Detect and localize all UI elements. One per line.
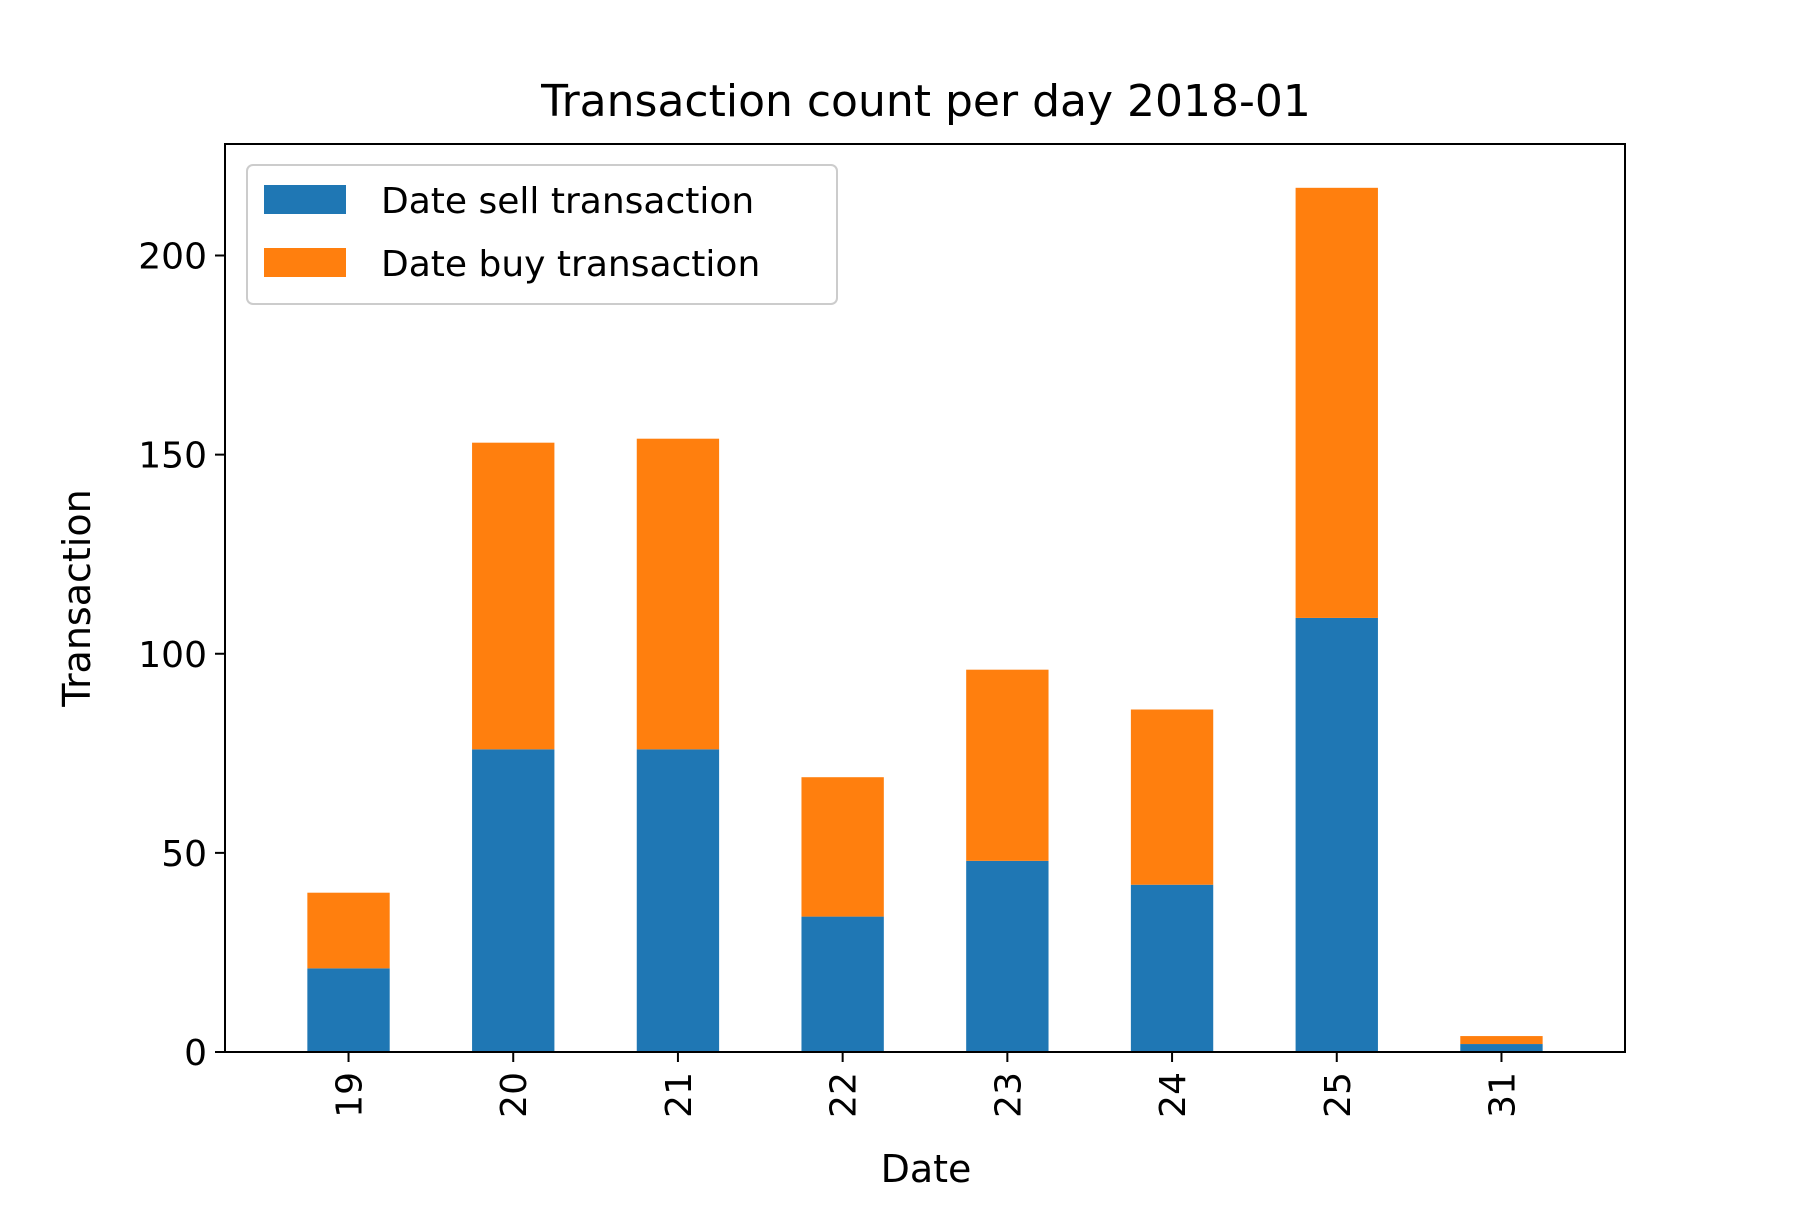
x-axis-ticks: 19 20 21 22 23 24 25 31 bbox=[330, 1052, 1523, 1118]
bars-layer bbox=[307, 187, 1543, 1052]
bar-sell-21 bbox=[636, 749, 720, 1052]
bar-buy-19 bbox=[307, 892, 390, 969]
chart-title: Transaction count per day 2018-01 bbox=[540, 76, 1311, 127]
x-tick-label: 19 bbox=[330, 1072, 371, 1118]
x-tick-label: 21 bbox=[659, 1072, 700, 1118]
bar-sell-25 bbox=[1295, 617, 1378, 1052]
x-tick-label: 24 bbox=[1153, 1072, 1194, 1118]
y-axis-label: Transaction bbox=[55, 489, 99, 707]
x-tick-label: 23 bbox=[988, 1072, 1029, 1118]
legend-label-buy: Date buy transaction bbox=[381, 244, 760, 285]
bar-sell-22 bbox=[801, 916, 884, 1052]
x-tick-label: 25 bbox=[1318, 1072, 1359, 1118]
bar-buy-23 bbox=[966, 669, 1049, 861]
x-tick-label: 22 bbox=[824, 1072, 865, 1118]
legend-swatch-buy bbox=[264, 248, 346, 277]
y-tick-label: 150 bbox=[138, 436, 207, 477]
y-tick-label: 200 bbox=[138, 237, 207, 278]
x-axis-label: Date bbox=[881, 1147, 972, 1191]
bar-buy-21 bbox=[636, 438, 720, 750]
bar-buy-24 bbox=[1130, 709, 1214, 885]
legend-swatch-sell bbox=[264, 185, 346, 214]
bar-buy-20 bbox=[472, 442, 555, 750]
legend-label-sell: Date sell transaction bbox=[381, 181, 754, 222]
y-tick-label: 50 bbox=[161, 834, 207, 875]
bar-sell-31 bbox=[1460, 1044, 1543, 1052]
bar-sell-19 bbox=[307, 968, 390, 1052]
plot-frame bbox=[224, 143, 1626, 1053]
legend: Date sell transaction Date buy transacti… bbox=[246, 164, 838, 305]
bar-sell-20 bbox=[472, 749, 555, 1052]
bar-sell-23 bbox=[966, 860, 1049, 1052]
bar-sell-24 bbox=[1130, 884, 1214, 1052]
bar-buy-22 bbox=[801, 777, 884, 917]
y-tick-label: 100 bbox=[138, 635, 207, 676]
bar-buy-31 bbox=[1460, 1036, 1543, 1045]
x-tick-label: 31 bbox=[1482, 1072, 1523, 1118]
y-tick-label: 0 bbox=[184, 1033, 207, 1074]
y-axis-ticks: 0 50 100 150 200 bbox=[138, 237, 225, 1074]
legend-frame bbox=[246, 164, 838, 305]
x-tick-label: 20 bbox=[494, 1072, 535, 1118]
bar-buy-25 bbox=[1295, 187, 1378, 618]
